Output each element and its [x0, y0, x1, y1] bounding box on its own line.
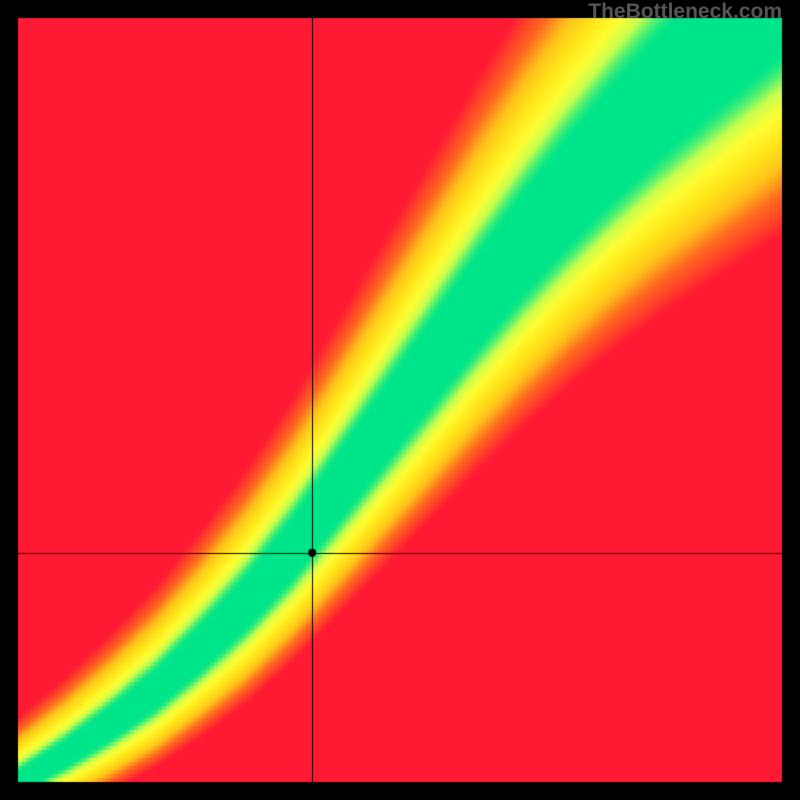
chart-container: TheBottleneck.com: [0, 0, 800, 800]
bottleneck-heatmap: [0, 0, 800, 800]
watermark-text: TheBottleneck.com: [588, 0, 782, 24]
